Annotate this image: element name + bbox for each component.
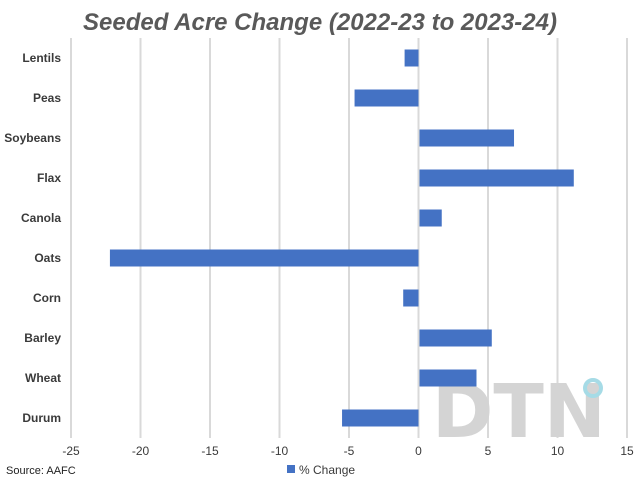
logo-dot-icon	[583, 378, 603, 398]
legend: % Change	[287, 463, 355, 477]
category-label: Peas	[33, 91, 61, 105]
bar-corn	[403, 289, 419, 307]
x-tick-label: 0	[415, 444, 422, 458]
category-label: Corn	[33, 291, 61, 305]
chart-title: Seeded Acre Change (2022-23 to 2023-24)	[83, 9, 557, 36]
category-label: Flax	[37, 171, 61, 185]
category-label: Wheat	[25, 371, 61, 385]
bar-barley	[419, 329, 492, 347]
x-tick-label: -20	[132, 444, 150, 458]
category-labels: Lentils Peas Soybeans Flax Canola Oats Corn Bar…	[4, 51, 61, 425]
bar-lentils	[404, 49, 419, 67]
x-tick-label: 15	[620, 444, 634, 458]
x-tick-label: 10	[551, 444, 565, 458]
legend-label: % Change	[299, 463, 355, 477]
bar-oats	[109, 249, 419, 267]
x-tick-label: -15	[201, 444, 219, 458]
x-tick-label: -10	[271, 444, 289, 458]
bars	[109, 49, 574, 427]
bar-canola	[419, 209, 442, 227]
category-label: Lentils	[22, 51, 61, 65]
x-axis-ticks: -25 -20 -15 -10 -5 0 5 10 15	[62, 444, 634, 458]
x-tick-label: -5	[344, 444, 355, 458]
source-note: Source: AAFC	[6, 465, 76, 477]
category-label: Oats	[34, 251, 61, 265]
x-tick-label: -25	[62, 444, 80, 458]
legend-swatch	[287, 465, 295, 473]
bar-durum	[342, 409, 419, 427]
bar-soybeans	[419, 129, 515, 147]
x-tick-label: 5	[485, 444, 492, 458]
category-label: Barley	[24, 331, 61, 345]
bar-flax	[419, 169, 574, 187]
bar-wheat	[419, 369, 477, 387]
bar-peas	[354, 89, 419, 107]
category-label: Soybeans	[4, 131, 61, 145]
category-label: Canola	[21, 211, 61, 225]
category-label: Durum	[22, 411, 61, 425]
